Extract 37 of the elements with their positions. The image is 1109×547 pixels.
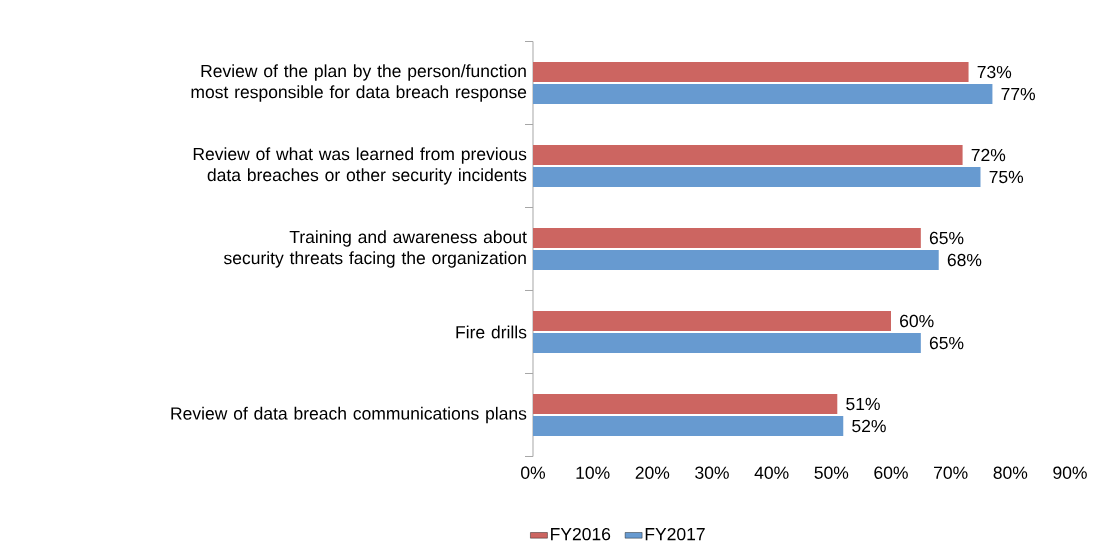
data-label: 75%	[989, 170, 1024, 184]
bar	[533, 250, 939, 271]
data-label: 73%	[977, 65, 1012, 79]
bar	[533, 394, 838, 415]
data-label: 65%	[929, 231, 964, 245]
data-label: 77%	[1001, 88, 1036, 101]
x-tick-label: 20%	[635, 466, 670, 480]
data-label: 52%	[852, 419, 886, 433]
bar	[533, 84, 993, 105]
x-tick-label: 0%	[521, 466, 546, 480]
legend-label: FY2017	[645, 528, 705, 541]
bar	[533, 416, 844, 437]
x-tick-label: 30%	[695, 466, 729, 480]
data-label: 72%	[971, 148, 1006, 162]
x-tick-label: 40%	[754, 466, 789, 480]
y-tick-label: Review of the plan by the person/function most responsible for data breach response	[191, 64, 527, 102]
bar	[533, 311, 891, 332]
legend-label: FY2016	[551, 528, 611, 541]
y-tick-label: Fire drills	[456, 325, 527, 339]
x-tick-label: 80%	[993, 466, 1028, 480]
y-tick-label: Training and awareness about security threats facing the organization	[223, 230, 527, 268]
bar	[533, 333, 921, 354]
bar	[533, 145, 963, 166]
x-tick-label: 60%	[874, 466, 908, 480]
bar	[533, 62, 969, 83]
data-label: 60%	[900, 314, 934, 328]
y-tick-label: Review of what was learned from previous data breaches or other security incidents	[193, 147, 527, 185]
x-tick-label: 10%	[576, 466, 610, 480]
x-tick-label: 70%	[934, 466, 968, 480]
data-label: 68%	[947, 253, 982, 267]
data-label: 51%	[846, 397, 880, 411]
bar	[533, 167, 981, 188]
x-tick-label: 50%	[814, 466, 849, 480]
y-tick-label: Review of data breach communications plans	[171, 406, 527, 424]
data-label: 65%	[929, 336, 964, 350]
x-tick-label: 90%	[1053, 466, 1087, 480]
bar	[533, 228, 921, 249]
